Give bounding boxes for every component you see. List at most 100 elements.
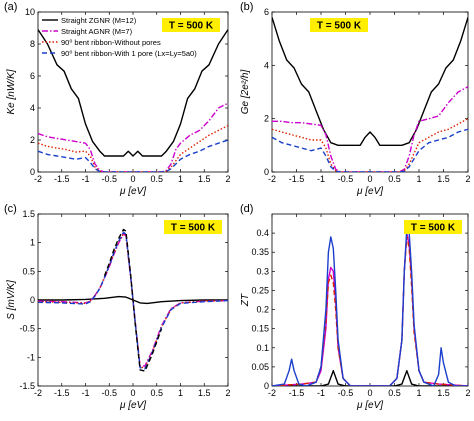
y-axis-label: Ge [2e²/h] xyxy=(240,70,251,115)
y-tick-label: 0.1 xyxy=(256,343,269,353)
y-tick-label: 6 xyxy=(264,7,269,17)
x-tick-label: -1 xyxy=(81,174,89,184)
x-tick-label: 0 xyxy=(367,388,372,398)
x-tick-label: 1 xyxy=(178,174,183,184)
y-tick-label: 0.15 xyxy=(251,324,269,334)
x-axis-label: μ [eV] xyxy=(119,400,146,411)
series-line-0 xyxy=(38,29,228,157)
panel-label: (c) xyxy=(4,203,17,215)
y-tick-label: 4 xyxy=(264,60,269,70)
series-line-0 xyxy=(272,17,468,147)
x-tick-label: 1.5 xyxy=(437,388,450,398)
x-tick-label: 1 xyxy=(416,174,421,184)
x-tick-label: 0.5 xyxy=(150,388,163,398)
legend-label: Straight AGNR (M=7) xyxy=(61,27,133,36)
panel-2: -2 -1.5 -1 -0.5 0 0.5 1 1.5 2-1.5-1-0.500.511.5(… xyxy=(4,203,231,411)
y-tick-label: -1 xyxy=(27,352,35,362)
x-tick-label: 0 xyxy=(367,174,372,184)
y-tick-label: 1 xyxy=(30,238,35,248)
annotation-text: T = 500 K xyxy=(317,21,362,32)
legend-label: Straight ZGNR (M=12) xyxy=(61,16,137,25)
x-tick-label: -1.5 xyxy=(54,174,70,184)
y-tick-label: 4 xyxy=(30,103,35,113)
panel-0: -2 -1.5 -1 -0.5 0 0.5 1 1.5 2 0 2 4 6 8 10 (a) μ [eV] Ke … xyxy=(4,1,231,197)
x-tick-label: 1.5 xyxy=(198,388,211,398)
x-tick-label: -2 xyxy=(34,174,42,184)
x-tick-label: -2 xyxy=(268,174,276,184)
x-tick-label: 0.5 xyxy=(388,174,401,184)
series-line-4 xyxy=(103,228,163,372)
series-line-3 xyxy=(272,228,468,386)
x-axis-label: μ [eV] xyxy=(356,186,383,197)
y-axis-label: ZT xyxy=(240,293,251,307)
annotation-text: T = 500 K xyxy=(169,21,214,32)
x-tick-label: 2 xyxy=(465,388,470,398)
x-tick-label: -2 xyxy=(34,388,42,398)
legend-label: 90⁰ bent ribbon-Without pores xyxy=(61,38,161,47)
panel-1: -2 -1.5 -1 -0.5 0 0.5 1 1.5 2 0 2 4 6 (b) μ [eV] Ge [2e… xyxy=(240,1,471,197)
y-tick-label: 0.2 xyxy=(256,305,269,315)
x-tick-label: 1 xyxy=(178,388,183,398)
annotation-box xyxy=(404,220,462,234)
series-line-3 xyxy=(38,231,228,370)
x-tick-label: -1 xyxy=(317,174,325,184)
y-tick-label: 8 xyxy=(30,39,35,49)
plot-frame xyxy=(271,11,469,173)
series-line-1 xyxy=(272,86,468,172)
y-tick-label: -1.5 xyxy=(19,381,35,391)
y-tick-label: 0 xyxy=(264,381,269,391)
y-tick-label: 0.05 xyxy=(251,362,269,372)
plot-frame xyxy=(271,213,469,387)
x-tick-label: 0.5 xyxy=(150,174,163,184)
y-tick-label: 0.25 xyxy=(251,285,269,295)
x-tick-label: -1 xyxy=(317,388,325,398)
annotation-box xyxy=(162,18,220,32)
x-tick-label: -0.5 xyxy=(338,174,354,184)
y-tick-label: 0 xyxy=(264,167,269,177)
y-tick-label: 2 xyxy=(30,135,35,145)
x-tick-label: -1.5 xyxy=(289,174,305,184)
y-tick-label: 0.3 xyxy=(256,266,269,276)
x-tick-label: -1.5 xyxy=(54,388,70,398)
x-tick-label: 0 xyxy=(130,388,135,398)
annotation-box xyxy=(164,220,222,234)
x-tick-label: -0.5 xyxy=(101,388,117,398)
x-axis-label: μ [eV] xyxy=(356,400,383,411)
y-tick-label: 0.35 xyxy=(251,247,269,257)
y-axis-label: Ke [nW/K] xyxy=(6,69,17,114)
panel-3: -2 -1.5 -1 -0.5 0 0.5 1 1.5 2 0 0.05 0.1 0.15 0.2 0.25… xyxy=(240,203,471,411)
annotation-text: T = 500 K xyxy=(171,223,216,234)
annotation-text: T = 500 K xyxy=(411,223,456,234)
x-tick-label: 0.5 xyxy=(388,388,401,398)
panel-label: (a) xyxy=(4,1,17,13)
legend-label: 90⁰ bent ribbon-With 1 pore (Lx=Ly=5a0) xyxy=(61,49,197,58)
y-tick-label: 0 xyxy=(30,167,35,177)
x-tick-label: -0.5 xyxy=(338,388,354,398)
x-axis-label: μ [eV] xyxy=(119,186,146,197)
series-line-3 xyxy=(272,128,468,172)
y-tick-label: 2 xyxy=(264,114,269,124)
y-tick-label: -0.5 xyxy=(19,324,35,334)
x-tick-label: -2 xyxy=(268,388,276,398)
plot-frame xyxy=(37,11,229,173)
x-tick-label: 2 xyxy=(225,388,230,398)
x-tick-label: 2 xyxy=(225,174,230,184)
x-tick-label: 1.5 xyxy=(198,174,211,184)
y-tick-label: 6 xyxy=(30,71,35,81)
x-tick-label: -0.5 xyxy=(101,174,117,184)
x-tick-label: 1 xyxy=(416,388,421,398)
x-tick-label: 1.5 xyxy=(437,174,450,184)
series-line-2 xyxy=(272,118,468,172)
y-tick-label: 0 xyxy=(30,295,35,305)
x-tick-label: 0 xyxy=(130,174,135,184)
series-line-1 xyxy=(38,102,228,172)
y-tick-label: 0.4 xyxy=(256,228,269,238)
y-tick-label: 10 xyxy=(25,7,35,17)
annotation-box xyxy=(310,18,368,32)
series-line-0 xyxy=(272,370,468,386)
y-axis-label: S [mV/K] xyxy=(6,280,17,320)
x-tick-label: 2 xyxy=(465,174,470,184)
panel-label: (b) xyxy=(240,1,253,13)
